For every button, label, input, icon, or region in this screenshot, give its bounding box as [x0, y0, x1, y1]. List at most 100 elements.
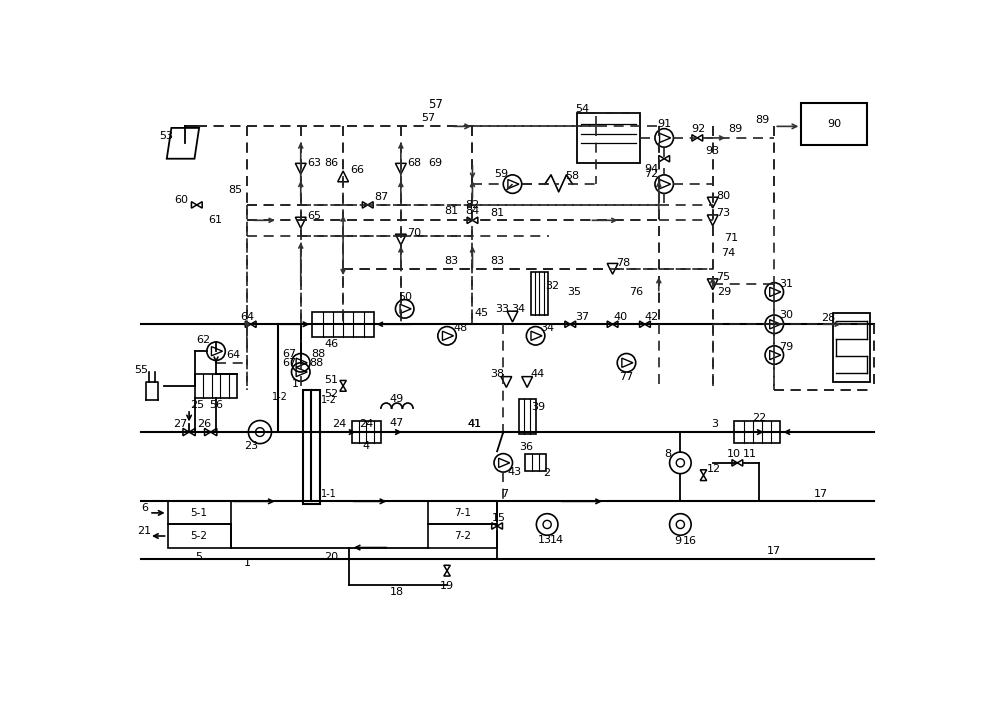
Bar — [195, 374, 237, 398]
Text: 18: 18 — [390, 588, 404, 597]
Text: 5: 5 — [196, 552, 203, 562]
Text: 34: 34 — [512, 304, 526, 314]
Text: 24: 24 — [359, 419, 373, 429]
Text: 2: 2 — [544, 468, 551, 478]
Text: 84: 84 — [465, 206, 480, 216]
Text: 73: 73 — [716, 208, 731, 218]
Text: 17: 17 — [813, 488, 828, 498]
Text: 94: 94 — [644, 164, 658, 174]
Text: 75: 75 — [716, 272, 731, 282]
Text: 87: 87 — [374, 193, 389, 202]
Text: 1: 1 — [292, 379, 299, 389]
Text: 69: 69 — [428, 158, 443, 168]
Text: 24: 24 — [332, 419, 346, 429]
Text: 12: 12 — [707, 464, 721, 474]
Text: 16: 16 — [683, 536, 697, 546]
Text: 31: 31 — [779, 279, 793, 289]
Bar — [734, 421, 780, 443]
Bar — [428, 525, 497, 548]
Text: 5-1: 5-1 — [191, 508, 208, 518]
Text: 46: 46 — [324, 339, 339, 349]
Text: 1-2: 1-2 — [272, 392, 288, 402]
Bar — [428, 501, 497, 525]
Text: 32: 32 — [545, 281, 560, 291]
Text: 60: 60 — [174, 195, 188, 205]
Text: 53: 53 — [159, 130, 173, 140]
Text: 48: 48 — [453, 323, 467, 333]
Text: 10: 10 — [727, 448, 741, 458]
Text: 13: 13 — [538, 535, 552, 545]
Text: 82: 82 — [465, 200, 480, 210]
Text: 1-1: 1-1 — [321, 488, 337, 498]
Bar — [312, 312, 374, 337]
Text: 33: 33 — [495, 304, 509, 314]
Text: 68: 68 — [407, 158, 421, 168]
Text: 22: 22 — [752, 414, 766, 424]
Text: 7-1: 7-1 — [454, 508, 471, 518]
Text: 88: 88 — [309, 358, 323, 368]
Text: 36: 36 — [519, 443, 533, 453]
Text: 38: 38 — [490, 369, 504, 379]
Text: 78: 78 — [616, 257, 631, 267]
Text: 1: 1 — [243, 558, 250, 568]
Text: 91: 91 — [657, 119, 671, 129]
Text: 23: 23 — [244, 441, 258, 451]
Text: 28: 28 — [821, 313, 835, 323]
Text: 54: 54 — [575, 103, 589, 113]
Text: 62: 62 — [196, 334, 210, 344]
Text: 63: 63 — [307, 158, 321, 168]
Text: 74: 74 — [721, 248, 735, 258]
Text: 30: 30 — [779, 310, 793, 320]
Bar — [303, 390, 320, 503]
Text: 26: 26 — [197, 419, 212, 429]
Text: 72: 72 — [644, 169, 658, 179]
Text: 25: 25 — [190, 400, 204, 410]
Text: 21: 21 — [137, 525, 152, 535]
Text: 6: 6 — [141, 503, 148, 513]
Text: 7-2: 7-2 — [454, 531, 471, 541]
Text: 57: 57 — [428, 98, 443, 111]
Text: 90: 90 — [827, 119, 841, 129]
Text: 41: 41 — [467, 419, 481, 429]
Text: 67: 67 — [282, 349, 296, 359]
Text: 65: 65 — [307, 212, 321, 222]
Bar — [168, 501, 231, 525]
Text: 80: 80 — [716, 190, 731, 200]
Text: 76: 76 — [629, 287, 643, 297]
Text: 56: 56 — [209, 400, 223, 410]
Text: 88: 88 — [311, 349, 326, 359]
Bar — [577, 113, 640, 163]
Text: 64: 64 — [227, 350, 241, 360]
Bar — [519, 399, 536, 434]
Text: 43: 43 — [507, 467, 521, 477]
Text: 59: 59 — [494, 169, 508, 179]
Text: 35: 35 — [567, 287, 581, 297]
Text: 27: 27 — [173, 419, 187, 429]
Text: 39: 39 — [532, 402, 546, 412]
Text: 58: 58 — [565, 171, 580, 181]
Text: 81: 81 — [490, 207, 504, 217]
Bar — [801, 103, 867, 145]
Text: 57: 57 — [421, 113, 435, 123]
Text: 83: 83 — [444, 256, 458, 266]
Bar — [833, 313, 870, 382]
Text: 51: 51 — [325, 375, 339, 385]
Text: 93: 93 — [706, 146, 720, 156]
Text: 14: 14 — [550, 535, 564, 545]
Text: 37: 37 — [575, 312, 589, 322]
Text: 47: 47 — [390, 418, 404, 428]
Text: 1-2: 1-2 — [321, 395, 337, 405]
Bar — [168, 525, 231, 548]
Text: 17: 17 — [767, 546, 781, 556]
Text: 15: 15 — [492, 513, 506, 523]
Text: 49: 49 — [390, 394, 404, 404]
Bar — [352, 421, 381, 443]
Text: 42: 42 — [644, 312, 658, 322]
Text: 77: 77 — [619, 371, 634, 381]
Text: 64: 64 — [240, 312, 254, 322]
Text: 86: 86 — [324, 158, 339, 168]
Text: 89: 89 — [756, 116, 770, 125]
Text: 55: 55 — [134, 366, 148, 376]
Text: 71: 71 — [724, 233, 738, 243]
Bar — [531, 272, 548, 314]
